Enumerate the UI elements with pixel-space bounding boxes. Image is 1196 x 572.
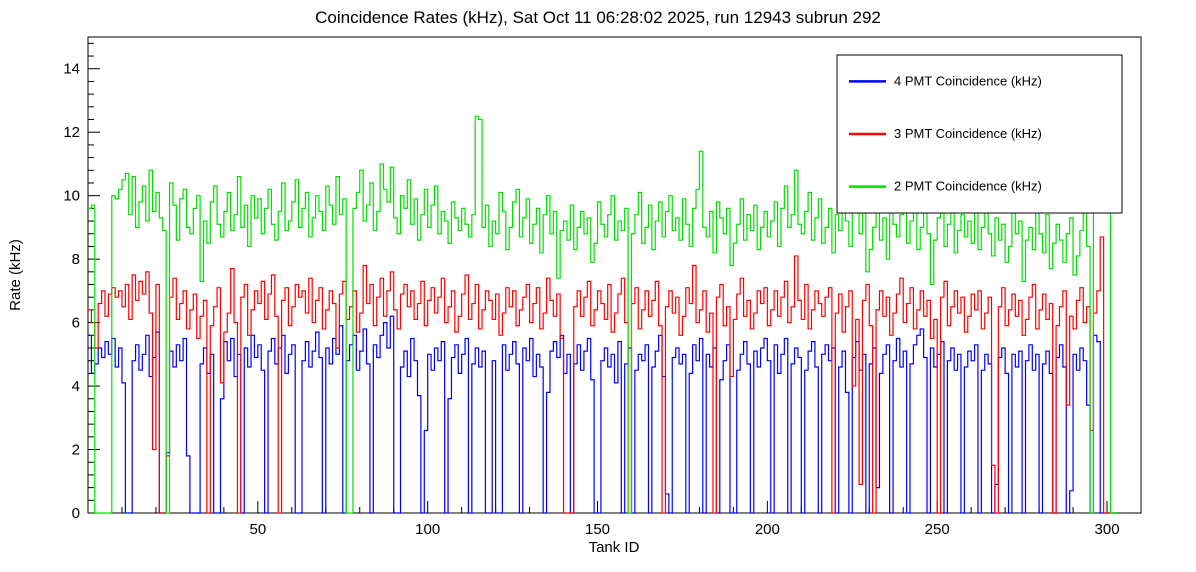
y-tick-label: 0	[72, 505, 80, 522]
legend-label-1: 3 PMT Coincidence (kHz)	[894, 126, 1042, 141]
x-tick-label: 150	[585, 521, 610, 538]
legend: 4 PMT Coincidence (kHz) 3 PMT Coincidence…	[836, 54, 1123, 214]
series-group	[88, 115, 1118, 514]
y-tick-label: 14	[63, 61, 80, 78]
chart-title: Coincidence Rates (kHz), Sat Oct 11 06:2…	[315, 8, 881, 27]
y-axis-label: Rate (kHz)	[7, 239, 24, 311]
series-line-0	[88, 315, 1118, 514]
x-tick-label: 250	[925, 521, 950, 538]
legend-label-2: 2 PMT Coincidence (kHz)	[894, 179, 1042, 194]
x-tick-label: 100	[415, 521, 440, 538]
y-tick-label: 2	[72, 442, 80, 459]
x-tick-label: 50	[249, 521, 266, 538]
series-line-2	[88, 115, 1118, 514]
legend-label-0: 4 PMT Coincidence (kHz)	[894, 73, 1042, 88]
y-tick-label: 8	[72, 251, 80, 268]
y-tick-label: 6	[72, 315, 80, 332]
series-line-1	[88, 236, 1118, 514]
plot-frame	[87, 36, 1142, 514]
x-tick-label: 300	[1095, 521, 1120, 538]
x-axis-label: Tank ID	[589, 539, 640, 556]
y-tick-label: 12	[63, 124, 80, 141]
y-tick-label: 10	[63, 188, 80, 205]
x-tick-label: 200	[755, 521, 780, 538]
y-tick-label: 4	[72, 378, 80, 395]
